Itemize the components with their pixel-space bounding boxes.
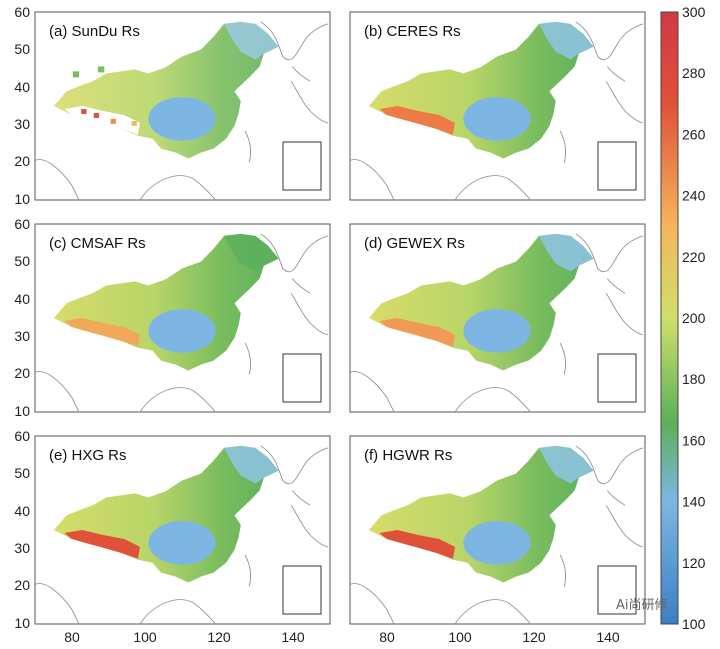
map-panel-f: (f) HGWR Rs (349, 435, 646, 625)
colorbar-tick-label: 280 (682, 65, 706, 81)
y-tick-label: 20 (14, 577, 30, 593)
y-tick-label: 30 (14, 540, 30, 556)
y-axis-row-3: 60 50 40 30 20 10 (14, 428, 30, 631)
x-tick-label: 140 (281, 629, 305, 645)
y-tick-label: 10 (14, 403, 30, 419)
south-china-sea-inset (282, 141, 322, 191)
watermark: Ai尚研修 (616, 598, 668, 613)
panel-title: (f) HGWR Rs (364, 447, 452, 464)
south-china-sea-inset (597, 353, 637, 403)
map-panel-e: (e) HXG Rs (34, 435, 331, 625)
x-tick-label: 80 (379, 629, 395, 645)
x-tick-label: 120 (522, 629, 546, 645)
y-tick-label: 60 (14, 4, 30, 20)
y-axis-row-1: 60 50 40 30 20 10 (14, 4, 30, 207)
colorbar-tick-label: 120 (682, 555, 706, 571)
y-tick-label: 30 (14, 116, 30, 132)
y-tick-label: 40 (14, 79, 30, 95)
south-china-sea-inset (597, 141, 637, 191)
map-panel-a: (a) SunDu Rs (34, 11, 331, 201)
x-tick-label: 80 (64, 629, 80, 645)
colorbar-gradient (660, 11, 679, 625)
y-axis-row-2: 60 50 40 30 20 10 (14, 216, 30, 419)
south-china-sea-inset (597, 565, 637, 615)
y-tick-label: 10 (14, 615, 30, 631)
colorbar-tick-label: 160 (682, 432, 706, 448)
y-tick-label: 20 (14, 365, 30, 381)
y-tick-label: 50 (14, 41, 30, 57)
colorbar-tick-label: 220 (682, 249, 706, 265)
colorbar-tick-label: 180 (682, 371, 706, 387)
colorbar-tick-label: 140 (682, 494, 706, 510)
y-tick-label: 40 (14, 503, 30, 519)
x-tick-label: 120 (207, 629, 231, 645)
colorbar-tick-label: 200 (682, 310, 706, 326)
x-axis-left: 80 100 120 140 (64, 629, 305, 645)
map-panel-b: (b) CERES Rs (349, 11, 646, 201)
x-tick-label: 100 (133, 629, 157, 645)
y-tick-label: 50 (14, 465, 30, 481)
y-tick-label: 20 (14, 153, 30, 169)
colorbar-tick-label: 100 (682, 616, 706, 632)
colorbar-tick-label: 260 (682, 126, 706, 142)
panel-title: (b) CERES Rs (364, 23, 461, 40)
south-china-sea-inset (282, 565, 322, 615)
colorbar-ticks: 300 280 260 240 220 200 180 160 140 120 100 (682, 4, 706, 632)
y-tick-label: 50 (14, 253, 30, 269)
y-tick-label: 30 (14, 328, 30, 344)
panel-title: (d) GEWEX Rs (364, 235, 465, 252)
y-tick-label: 60 (14, 428, 30, 444)
x-tick-label: 140 (596, 629, 620, 645)
y-tick-label: 10 (14, 191, 30, 207)
map-panel-c: (c) CMSAF Rs (34, 223, 331, 413)
panel-title: (c) CMSAF Rs (49, 235, 146, 252)
colorbar: 300 280 260 240 220 200 180 160 140 120 100 (660, 4, 706, 632)
y-tick-label: 60 (14, 216, 30, 232)
colorbar-tick-label: 300 (682, 4, 706, 20)
panel-title: (a) SunDu Rs (49, 23, 140, 40)
x-tick-label: 100 (448, 629, 472, 645)
x-axis-right: 80 100 120 140 (379, 629, 620, 645)
south-china-sea-inset (282, 353, 322, 403)
map-panel-d: (d) GEWEX Rs (349, 223, 646, 413)
y-tick-label: 40 (14, 291, 30, 307)
panel-title: (e) HXG Rs (49, 447, 127, 464)
colorbar-tick-label: 240 (682, 188, 706, 204)
